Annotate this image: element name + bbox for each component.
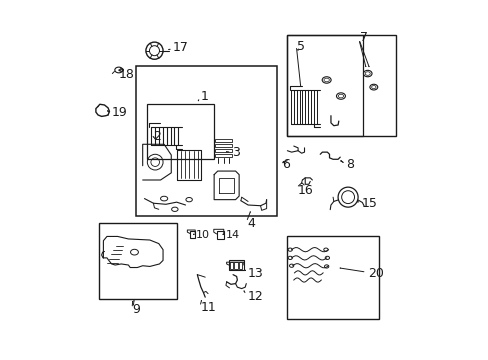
Bar — [286, 35, 363, 136]
Bar — [228, 260, 244, 270]
Bar — [135, 66, 276, 216]
Bar — [234, 262, 237, 269]
Bar — [286, 35, 395, 136]
Text: 20: 20 — [367, 267, 383, 280]
Text: 10: 10 — [195, 230, 209, 240]
Text: 19: 19 — [111, 106, 127, 120]
Bar — [215, 154, 232, 157]
Bar — [215, 149, 232, 152]
Text: 9: 9 — [132, 303, 140, 316]
Text: 17: 17 — [172, 41, 188, 54]
Bar — [215, 139, 232, 142]
Text: 5: 5 — [296, 40, 305, 53]
Bar — [99, 223, 176, 298]
Bar — [238, 262, 242, 269]
Text: 1: 1 — [201, 90, 208, 103]
Text: 18: 18 — [119, 68, 134, 81]
Text: 11: 11 — [201, 301, 216, 314]
Text: 13: 13 — [247, 267, 263, 280]
Text: 14: 14 — [225, 230, 240, 240]
Bar — [215, 144, 232, 147]
Text: 16: 16 — [297, 184, 312, 197]
Bar — [190, 231, 195, 238]
Text: 7: 7 — [359, 31, 367, 44]
Bar — [286, 236, 378, 319]
Bar — [147, 104, 214, 159]
Text: 4: 4 — [247, 217, 255, 230]
Text: 6: 6 — [281, 158, 289, 171]
Text: 8: 8 — [346, 158, 354, 171]
Bar — [230, 262, 233, 269]
Text: 2: 2 — [153, 130, 161, 143]
Text: 15: 15 — [361, 197, 377, 210]
Bar — [216, 231, 224, 239]
Text: 12: 12 — [247, 289, 263, 303]
Text: 3: 3 — [231, 146, 240, 159]
